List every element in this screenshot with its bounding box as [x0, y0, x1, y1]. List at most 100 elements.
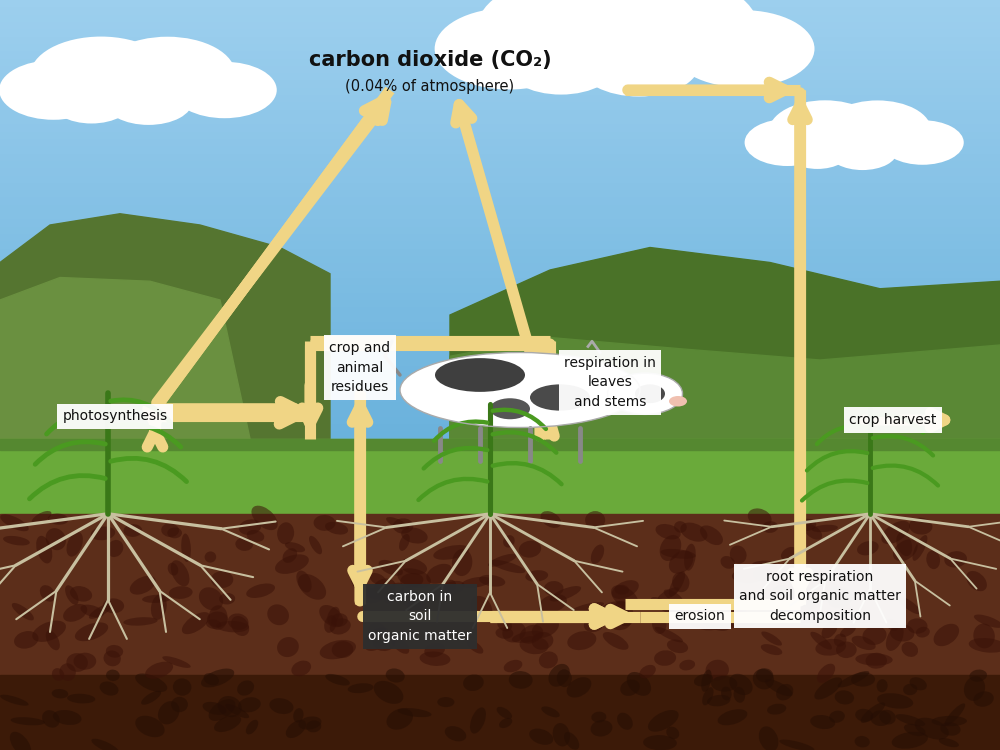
Ellipse shape — [732, 610, 751, 625]
Ellipse shape — [940, 722, 961, 736]
Bar — [0, 371, 1000, 380]
Ellipse shape — [397, 568, 431, 588]
Ellipse shape — [0, 60, 108, 120]
Ellipse shape — [896, 532, 912, 556]
Ellipse shape — [169, 586, 193, 599]
Ellipse shape — [903, 684, 917, 695]
Ellipse shape — [499, 718, 512, 728]
Ellipse shape — [228, 614, 248, 630]
Ellipse shape — [467, 640, 483, 654]
Ellipse shape — [10, 732, 31, 750]
Ellipse shape — [932, 716, 967, 726]
Ellipse shape — [435, 8, 583, 89]
Ellipse shape — [829, 586, 853, 604]
Ellipse shape — [161, 524, 179, 537]
Ellipse shape — [424, 644, 445, 658]
Ellipse shape — [855, 736, 870, 748]
Ellipse shape — [544, 581, 564, 596]
Ellipse shape — [810, 715, 835, 729]
Ellipse shape — [359, 588, 384, 603]
Ellipse shape — [103, 598, 124, 613]
Ellipse shape — [67, 532, 83, 556]
Bar — [0, 94, 1000, 103]
Ellipse shape — [348, 683, 373, 693]
Ellipse shape — [364, 584, 395, 600]
Ellipse shape — [503, 535, 515, 548]
Ellipse shape — [756, 668, 773, 682]
Ellipse shape — [585, 511, 605, 529]
Ellipse shape — [0, 514, 29, 531]
Ellipse shape — [870, 710, 891, 726]
Ellipse shape — [572, 0, 758, 79]
Ellipse shape — [130, 576, 156, 595]
Ellipse shape — [277, 637, 299, 657]
Ellipse shape — [564, 732, 579, 750]
Ellipse shape — [107, 540, 123, 557]
Ellipse shape — [80, 604, 104, 617]
Ellipse shape — [173, 679, 191, 696]
Ellipse shape — [702, 687, 714, 705]
Bar — [0, 145, 1000, 154]
Ellipse shape — [879, 710, 896, 724]
Ellipse shape — [373, 634, 395, 651]
Ellipse shape — [182, 612, 210, 634]
Bar — [0, 379, 1000, 388]
Polygon shape — [0, 278, 250, 439]
Ellipse shape — [837, 596, 852, 613]
Bar — [0, 254, 1000, 263]
Bar — [0, 232, 1000, 242]
Ellipse shape — [804, 524, 822, 540]
Bar — [0, 416, 1000, 424]
Ellipse shape — [123, 617, 158, 626]
Ellipse shape — [433, 545, 469, 560]
Ellipse shape — [751, 561, 778, 570]
Ellipse shape — [158, 701, 180, 724]
Ellipse shape — [509, 671, 533, 688]
Ellipse shape — [697, 611, 730, 631]
Ellipse shape — [145, 662, 173, 679]
Ellipse shape — [530, 384, 590, 411]
Ellipse shape — [519, 541, 541, 558]
Bar — [0, 298, 1000, 307]
Ellipse shape — [669, 550, 693, 574]
Polygon shape — [450, 248, 1000, 439]
Ellipse shape — [721, 686, 732, 700]
Ellipse shape — [219, 593, 235, 604]
Ellipse shape — [435, 358, 525, 392]
Text: carbon in
soil
organic matter: carbon in soil organic matter — [368, 590, 472, 643]
Ellipse shape — [745, 119, 830, 166]
Ellipse shape — [944, 551, 967, 568]
Ellipse shape — [584, 617, 603, 632]
Ellipse shape — [275, 554, 309, 574]
Ellipse shape — [324, 615, 337, 633]
Ellipse shape — [225, 704, 249, 718]
Ellipse shape — [386, 709, 413, 730]
Ellipse shape — [50, 76, 133, 124]
Ellipse shape — [667, 640, 688, 653]
Ellipse shape — [298, 716, 321, 730]
Bar — [0, 137, 1000, 146]
Ellipse shape — [695, 609, 711, 624]
Ellipse shape — [862, 626, 887, 645]
Ellipse shape — [306, 721, 321, 732]
Ellipse shape — [386, 668, 405, 682]
Bar — [0, 203, 1000, 212]
Ellipse shape — [656, 524, 681, 539]
Ellipse shape — [855, 709, 873, 722]
Bar — [0, 20, 1000, 29]
Ellipse shape — [966, 571, 987, 591]
Ellipse shape — [436, 580, 465, 597]
Ellipse shape — [124, 524, 142, 537]
Ellipse shape — [814, 677, 842, 700]
Ellipse shape — [591, 712, 606, 722]
Ellipse shape — [91, 739, 119, 750]
Ellipse shape — [603, 632, 629, 650]
Bar — [0, 320, 1000, 329]
Ellipse shape — [706, 660, 729, 680]
Ellipse shape — [332, 641, 353, 658]
Ellipse shape — [91, 526, 115, 540]
Ellipse shape — [969, 638, 1000, 652]
Ellipse shape — [687, 612, 723, 630]
Bar — [0, 86, 1000, 95]
Bar — [0, 334, 1000, 344]
